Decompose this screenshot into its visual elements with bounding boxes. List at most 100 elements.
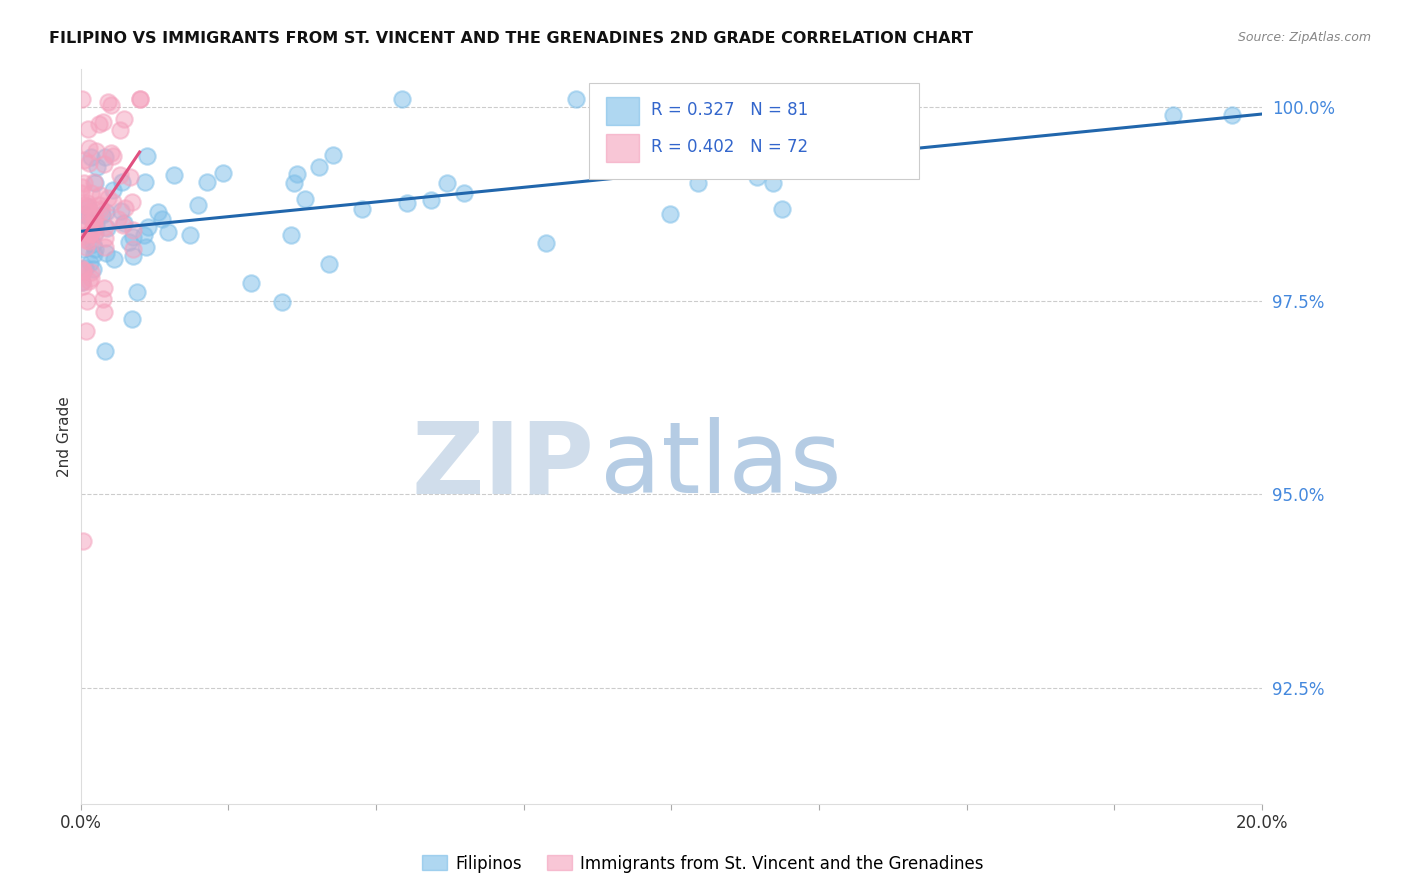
Point	[84, 144, 107, 158]
Point	[122, 249, 145, 263]
Point	[156, 225, 179, 239]
Point	[94, 220, 117, 235]
Point	[77, 121, 100, 136]
Point	[75, 197, 97, 211]
Point	[1222, 108, 1244, 122]
Point	[75, 324, 97, 338]
Point	[79, 256, 101, 270]
Point	[72, 201, 94, 215]
Point	[73, 176, 96, 190]
Point	[121, 222, 143, 236]
Point	[134, 175, 156, 189]
Point	[90, 208, 112, 222]
Point	[419, 193, 441, 207]
Point	[150, 212, 173, 227]
Point	[79, 227, 101, 241]
Point	[73, 208, 96, 222]
Point	[112, 216, 135, 230]
Point	[83, 215, 105, 229]
Point	[94, 150, 117, 164]
Point	[77, 156, 100, 170]
Point	[80, 224, 103, 238]
Point	[187, 198, 209, 212]
Point	[135, 240, 157, 254]
Point	[76, 199, 98, 213]
Point	[762, 177, 785, 191]
Text: FILIPINO VS IMMIGRANTS FROM ST. VINCENT AND THE GRENADINES 2ND GRADE CORRELATION: FILIPINO VS IMMIGRANTS FROM ST. VINCENT …	[49, 31, 973, 46]
Point	[79, 264, 101, 278]
Point	[80, 151, 103, 165]
Point	[80, 227, 103, 241]
Point	[322, 148, 344, 162]
Point	[93, 292, 115, 306]
Point	[688, 177, 710, 191]
Point	[100, 98, 122, 112]
Point	[747, 169, 769, 184]
Point	[111, 175, 134, 189]
Point	[195, 175, 218, 189]
Point	[91, 115, 114, 129]
Point	[86, 160, 108, 174]
Point	[110, 123, 132, 137]
Point	[79, 211, 101, 225]
Point	[772, 202, 794, 216]
Point	[536, 235, 558, 250]
Point	[72, 263, 94, 277]
Point	[318, 257, 340, 271]
Point	[87, 198, 110, 212]
Point	[294, 192, 316, 206]
Point	[75, 233, 97, 247]
Point	[76, 200, 98, 214]
Point	[83, 176, 105, 190]
Point	[70, 275, 93, 289]
Point	[94, 240, 117, 254]
Point	[79, 270, 101, 285]
Point	[125, 285, 148, 299]
Point	[83, 247, 105, 261]
Point	[72, 264, 94, 278]
Point	[83, 226, 105, 240]
Point	[283, 176, 305, 190]
Point	[94, 343, 117, 358]
Point	[80, 186, 103, 200]
Point	[107, 212, 129, 227]
Point	[83, 218, 105, 232]
Point	[239, 277, 262, 291]
Point	[100, 145, 122, 160]
Point	[73, 153, 96, 167]
Point	[96, 246, 118, 260]
Point	[128, 93, 150, 107]
Point	[308, 160, 330, 174]
Point	[270, 294, 292, 309]
Point	[77, 141, 100, 155]
Point	[114, 201, 136, 215]
Point	[70, 228, 93, 243]
Point	[673, 134, 696, 148]
Point	[453, 186, 475, 200]
Point	[110, 168, 132, 182]
Point	[658, 207, 681, 221]
Point	[112, 112, 135, 127]
Point	[84, 219, 107, 233]
Point	[76, 219, 98, 234]
Point	[89, 202, 111, 217]
Point	[564, 93, 586, 107]
Point	[121, 311, 143, 326]
Point	[96, 205, 118, 219]
Point	[70, 186, 93, 200]
Point	[82, 262, 104, 277]
Point	[121, 194, 143, 209]
Bar	[606, 97, 640, 125]
Point	[121, 230, 143, 244]
Point	[76, 196, 98, 211]
Point	[350, 202, 373, 216]
Point	[101, 195, 124, 210]
Point	[87, 117, 110, 131]
Point	[737, 154, 759, 169]
Point	[94, 231, 117, 245]
Y-axis label: 2nd Grade: 2nd Grade	[58, 396, 72, 476]
Point	[163, 168, 186, 182]
Point	[93, 281, 115, 295]
Point	[96, 221, 118, 235]
Point	[121, 242, 143, 256]
